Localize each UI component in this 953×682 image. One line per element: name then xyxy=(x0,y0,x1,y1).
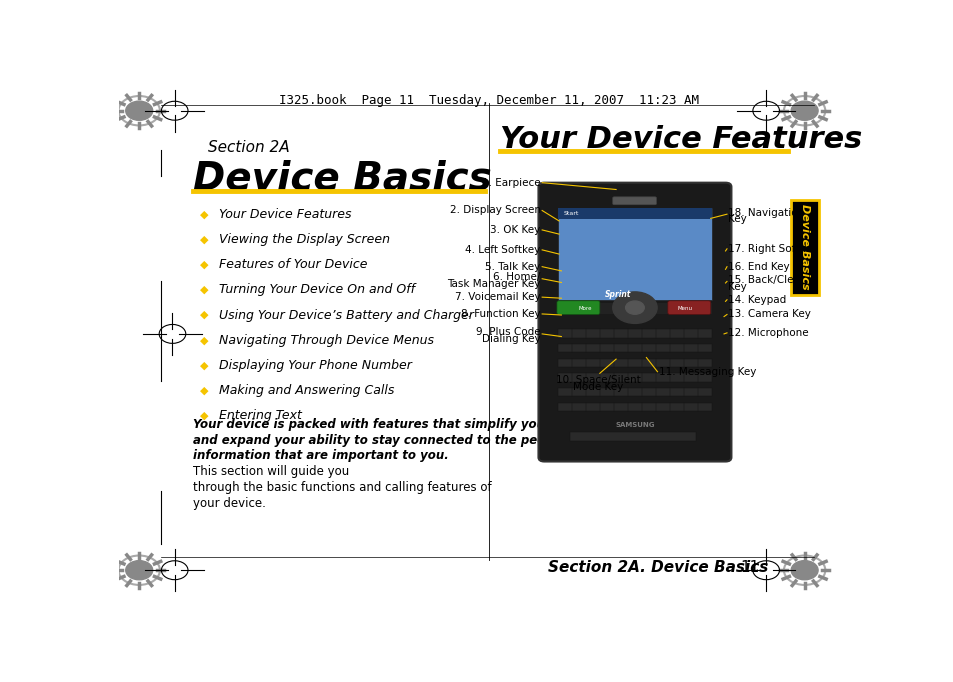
Text: Section 2A: Section 2A xyxy=(208,140,290,155)
Bar xyxy=(558,329,712,338)
Text: 1. Earpiece: 1. Earpiece xyxy=(481,178,540,188)
Text: Your device is packed with features that simplify your life: Your device is packed with features that… xyxy=(193,418,576,431)
Bar xyxy=(558,373,712,382)
Text: Dialing Key: Dialing Key xyxy=(481,333,540,344)
Text: information that are important to you.: information that are important to you. xyxy=(193,449,449,462)
Text: Using Your Device’s Battery and Charger: Using Your Device’s Battery and Charger xyxy=(219,308,474,321)
Text: Device Basics: Device Basics xyxy=(193,160,492,198)
Text: 17. Right Softkey: 17. Right Softkey xyxy=(728,244,818,254)
Text: 10. Space/Silent: 10. Space/Silent xyxy=(556,375,640,385)
Text: Your Device Features: Your Device Features xyxy=(219,208,352,221)
Text: I325.book  Page 11  Tuesday, December 11, 2007  11:23 AM: I325.book Page 11 Tuesday, December 11, … xyxy=(278,93,699,106)
Bar xyxy=(558,208,712,220)
Circle shape xyxy=(612,292,657,323)
Text: ◆: ◆ xyxy=(200,360,209,370)
Text: More: More xyxy=(578,306,591,311)
FancyBboxPatch shape xyxy=(612,197,656,205)
Circle shape xyxy=(126,101,152,120)
Text: 18. Navigation: 18. Navigation xyxy=(728,207,804,218)
Text: ◆: ◆ xyxy=(200,260,209,269)
Text: Menu: Menu xyxy=(677,306,692,311)
Text: 3. OK Key: 3. OK Key xyxy=(490,225,540,235)
Text: Task Manager Key: Task Manager Key xyxy=(447,279,540,289)
Text: 16. End Key: 16. End Key xyxy=(728,262,789,271)
Text: through the basic functions and calling features of: through the basic functions and calling … xyxy=(193,481,492,494)
Text: ◆: ◆ xyxy=(200,336,209,345)
Circle shape xyxy=(790,561,818,580)
Text: 5. Talk Key: 5. Talk Key xyxy=(485,262,540,271)
Bar xyxy=(790,200,818,295)
Text: Navigating Through Device Menus: Navigating Through Device Menus xyxy=(219,333,434,346)
Text: ◆: ◆ xyxy=(200,209,209,219)
Bar xyxy=(558,303,712,314)
Bar xyxy=(570,432,696,441)
Text: Mode Key: Mode Key xyxy=(573,382,623,391)
Text: 15. Back/Clear: 15. Back/Clear xyxy=(728,275,804,285)
FancyBboxPatch shape xyxy=(537,183,731,462)
Text: 14. Keypad: 14. Keypad xyxy=(728,295,786,305)
Text: Displaying Your Phone Number: Displaying Your Phone Number xyxy=(219,359,412,372)
Text: Section 2A. Device Basics: Section 2A. Device Basics xyxy=(547,560,768,575)
Text: Start: Start xyxy=(563,211,578,216)
Text: 11: 11 xyxy=(740,560,759,575)
Text: SAMSUNG: SAMSUNG xyxy=(615,421,654,428)
Text: 4. Left Softkey: 4. Left Softkey xyxy=(465,245,540,255)
Text: ◆: ◆ xyxy=(200,385,209,396)
Text: Turning Your Device On and Off: Turning Your Device On and Off xyxy=(219,283,415,296)
Text: Viewing the Display Screen: Viewing the Display Screen xyxy=(219,233,390,246)
Text: This section will guide you: This section will guide you xyxy=(193,465,349,478)
Text: 2. Display Screen: 2. Display Screen xyxy=(449,205,540,216)
Text: Device Basics: Device Basics xyxy=(799,205,809,290)
Text: ◆: ◆ xyxy=(200,285,209,295)
Text: Sprint: Sprint xyxy=(605,290,631,299)
Bar xyxy=(558,208,712,300)
Text: Making and Answering Calls: Making and Answering Calls xyxy=(219,384,394,397)
Bar xyxy=(558,402,712,411)
Bar xyxy=(558,388,712,396)
Text: 12. Microphone: 12. Microphone xyxy=(728,328,808,338)
Text: 13. Camera Key: 13. Camera Key xyxy=(728,310,810,319)
Text: Your Device Features: Your Device Features xyxy=(499,125,862,154)
Circle shape xyxy=(126,561,152,580)
Text: Features of Your Device: Features of Your Device xyxy=(219,258,367,271)
Text: 6. Home/: 6. Home/ xyxy=(493,272,540,282)
Text: 11. Messaging Key: 11. Messaging Key xyxy=(659,367,756,376)
Text: ◆: ◆ xyxy=(200,411,209,421)
Text: 9. Plus Code: 9. Plus Code xyxy=(476,327,540,337)
Text: ◆: ◆ xyxy=(200,310,209,320)
Text: Key: Key xyxy=(728,214,746,224)
Text: ◆: ◆ xyxy=(200,235,209,244)
FancyBboxPatch shape xyxy=(667,301,710,314)
FancyBboxPatch shape xyxy=(557,301,599,314)
Text: Entering Text: Entering Text xyxy=(219,409,301,422)
Text: 8. Function Key: 8. Function Key xyxy=(460,309,540,319)
Bar xyxy=(558,359,712,367)
Text: Key: Key xyxy=(728,282,746,292)
Bar xyxy=(558,344,712,353)
Circle shape xyxy=(790,101,818,120)
Circle shape xyxy=(625,301,643,314)
Text: your device.: your device. xyxy=(193,496,266,509)
Text: and expand your ability to stay connected to the people and: and expand your ability to stay connecte… xyxy=(193,434,594,447)
Text: 7. Voicemail Key: 7. Voicemail Key xyxy=(455,292,540,302)
